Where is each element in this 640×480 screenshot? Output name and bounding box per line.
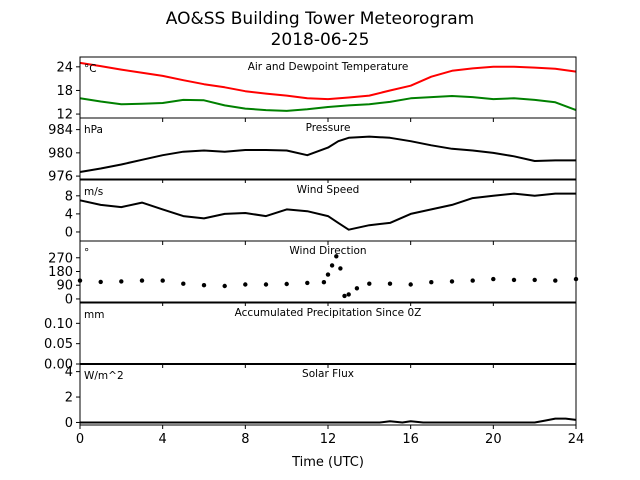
panel-5-y-tick-label: 4: [65, 365, 73, 380]
panel-3-point: [553, 278, 558, 283]
x-tick-label: 20: [485, 432, 502, 447]
panel-1: 976 980 984 Pressure hPa: [48, 117, 577, 185]
panel-3-point: [429, 280, 434, 285]
panel-3-title: Wind Direction: [289, 245, 366, 257]
panel-5-title: Solar Flux: [302, 368, 354, 380]
panel-3-point: [346, 292, 351, 297]
panel-2-y-tick-label: 8: [65, 189, 73, 204]
panel-2-series-line: [79, 192, 576, 231]
panel-3-point: [334, 254, 339, 259]
panel-3-point: [408, 282, 413, 287]
panel-4-unit: mm: [84, 309, 104, 321]
panel-1-series-line: [79, 135, 576, 173]
panel-3-point: [449, 279, 455, 284]
panel-0: 12 18 24 Air and Dewpoint Temperature °C: [56, 56, 577, 123]
x-tick-label: 24: [568, 432, 585, 447]
panel-1-title: Pressure: [306, 122, 351, 134]
panel-1-y-tick-label: 984: [48, 123, 73, 138]
x-tick-label: 12: [320, 432, 337, 447]
panel-3-point: [354, 286, 360, 291]
panel-3-point: [222, 283, 227, 289]
panel-3-point: [305, 280, 310, 286]
panel-5-unit: W/m^2: [84, 370, 124, 382]
x-tick-label: 4: [159, 432, 167, 447]
panel-3-point: [263, 282, 269, 287]
panel-0-series-line: [79, 95, 577, 112]
panel-3-point: [181, 281, 186, 286]
panel-3-point: [329, 263, 335, 268]
panel-1-y-tick-label: 976: [48, 170, 73, 185]
panel-5-series-line: [80, 417, 577, 424]
panel-3-point: [491, 276, 496, 282]
panel-3-point: [367, 281, 372, 286]
panel-3-point: [511, 277, 517, 283]
panel-4-y-tick-label: 0.00: [44, 358, 73, 373]
x-tick-label: 8: [241, 432, 249, 447]
figure-date: 2018-06-25: [271, 30, 370, 50]
panel-0-y-tick-label: 24: [56, 60, 73, 75]
panel-3-point: [119, 279, 124, 284]
panel-3-point: [325, 272, 331, 277]
panel-3-point: [387, 281, 393, 286]
panel-3-point: [338, 266, 343, 271]
x-tick-label: 16: [402, 432, 419, 447]
figure-title: AO&SS Building Tower Meteorogram: [166, 9, 474, 29]
panel-3-unit: °: [84, 247, 89, 259]
panel-2-unit: m/s: [84, 186, 103, 198]
panel-3-y-tick-label: 270: [48, 251, 73, 266]
panel-3-point: [139, 278, 145, 283]
panel-3-point: [532, 277, 537, 283]
panel-2-y-tick-label: 4: [65, 207, 73, 222]
panel-4-title: Accumulated Precipitation Since 0Z: [235, 307, 422, 319]
panel-0-y-tick-label: 12: [56, 108, 73, 123]
panel-0-title: Air and Dewpoint Temperature: [248, 61, 409, 73]
panel-1-unit: hPa: [84, 124, 103, 136]
panel-3-point: [284, 281, 289, 287]
x-axis-label: Time (UTC): [291, 455, 364, 470]
panel-2: 0 4 8 Wind Speed m/s: [65, 179, 577, 245]
panel-3-point: [201, 283, 207, 288]
panel-5-y-tick-label: 0: [65, 416, 73, 431]
panel-3-point: [243, 282, 248, 287]
panel-4-y-tick-label: 0.10: [44, 317, 73, 332]
panel-3-point: [321, 280, 327, 285]
panel-2-y-tick-label: 0: [65, 225, 73, 240]
panel-3-point: [342, 293, 347, 299]
panel-3-y-tick-label: 180: [48, 265, 73, 280]
panel-3-y-tick-label: 90: [56, 279, 73, 294]
panel-3-point: [98, 279, 103, 285]
panel-1-y-tick-label: 980: [48, 146, 73, 161]
x-tick-label: 0: [76, 432, 84, 447]
panel-3-point: [470, 278, 475, 283]
panel-4-y-tick-label: 0.05: [44, 337, 73, 352]
panel-3-y-tick-label: 0: [65, 292, 73, 307]
panel-2-title: Wind Speed: [297, 184, 360, 196]
panel-3-point: [160, 278, 165, 283]
panel-0-y-tick-label: 18: [56, 84, 73, 99]
panel-0-unit: °C: [84, 63, 97, 75]
panel-5-y-tick-label: 2: [65, 391, 73, 406]
panel-4: 0.00 0.05 0.10 Accumulated Precipitation Si…: [44, 302, 577, 373]
panel-0-series-line: [79, 61, 577, 101]
